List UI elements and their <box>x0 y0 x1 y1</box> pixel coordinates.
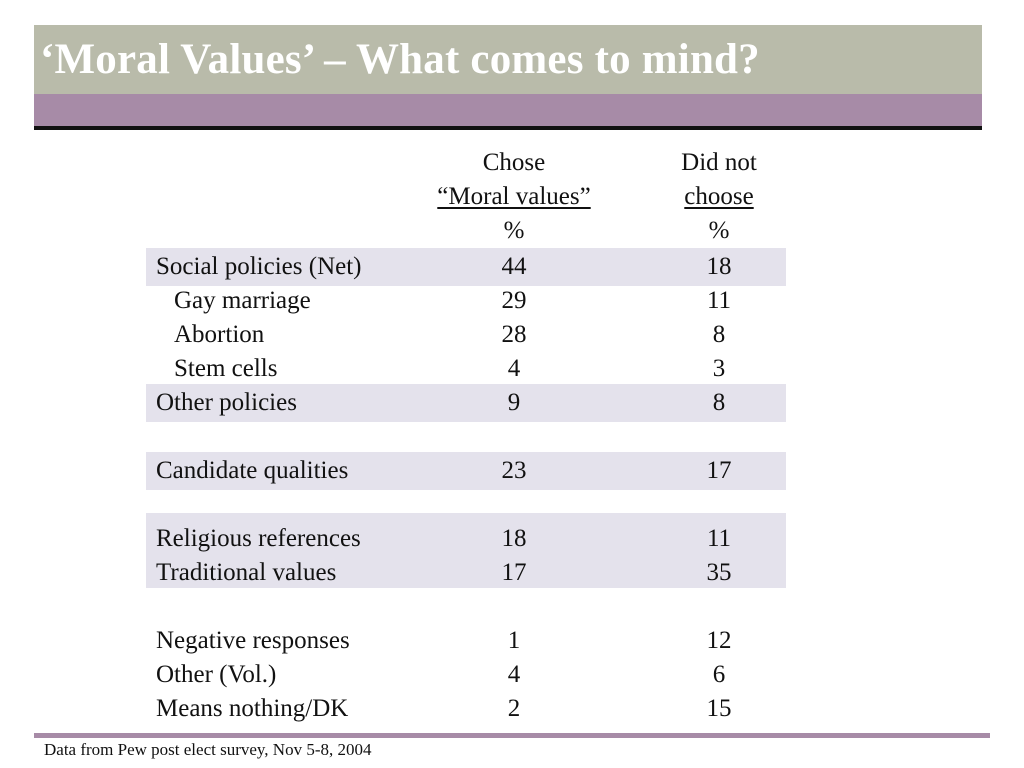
row-value-chose: 1 <box>507 627 521 654</box>
row-shade <box>146 248 786 286</box>
row-value-did-not: 15 <box>706 695 732 722</box>
accent-bar <box>34 94 982 126</box>
row-value-did-not: 8 <box>712 389 726 416</box>
row-value-chose: 4 <box>507 355 521 382</box>
table-row: Religious references 18 11 <box>146 522 786 556</box>
table-row: Abortion 28 8 <box>146 318 786 352</box>
row-shade <box>146 384 786 422</box>
row-shade <box>146 513 786 588</box>
row-label: Traditional values <box>156 559 337 586</box>
row-value-chose: 18 <box>501 525 527 552</box>
col-header-chose-unit: % <box>503 217 525 244</box>
row-value-chose: 23 <box>501 457 527 484</box>
col-header-chose-line2: “Moral values” <box>437 183 591 210</box>
table-row: Other policies 9 8 <box>146 386 786 420</box>
row-value-did-not: 12 <box>706 627 732 654</box>
row-value-did-not: 11 <box>706 525 732 552</box>
row-value-did-not: 18 <box>706 253 732 280</box>
row-label: Negative responses <box>156 627 350 654</box>
row-value-chose: 4 <box>507 661 521 688</box>
row-value-did-not: 8 <box>712 321 726 348</box>
table-row: Stem cells 4 3 <box>146 352 786 386</box>
table-row: Negative responses 1 12 <box>146 624 786 658</box>
table-row: Candidate qualities 23 17 <box>146 454 786 488</box>
row-label: Means nothing/DK <box>156 695 349 722</box>
row-value-did-not: 11 <box>706 287 732 314</box>
row-value-did-not: 3 <box>712 355 726 382</box>
row-label: Religious references <box>156 525 361 552</box>
title-bar: ‘Moral Values’ – What comes to mind? <box>34 25 982 94</box>
table-row: Gay marriage 29 11 <box>146 284 786 318</box>
row-value-chose: 2 <box>507 695 521 722</box>
row-label: Abortion <box>174 321 265 348</box>
col-header-chose: Chose “Moral values” % <box>414 146 614 248</box>
row-label: Stem cells <box>174 355 278 382</box>
table-row: Traditional values 17 35 <box>146 556 786 590</box>
row-label: Social policies (Net) <box>156 253 362 280</box>
row-value-chose: 44 <box>501 253 527 280</box>
source-footnote: Data from Pew post elect survey, Nov 5-8… <box>44 740 372 759</box>
row-value-did-not: 17 <box>706 457 732 484</box>
row-label: Candidate qualities <box>156 457 349 484</box>
table-row: Other (Vol.) 4 6 <box>146 658 786 692</box>
row-value-chose: 9 <box>507 389 521 416</box>
accent-rule <box>34 126 982 130</box>
col-header-did-not-choose: Did not choose % <box>619 146 819 248</box>
table-row: Social policies (Net) 44 18 <box>146 250 786 284</box>
row-label: Gay marriage <box>174 287 311 314</box>
row-label: Other policies <box>156 389 297 416</box>
col-header-chose-line1: Chose <box>482 149 546 176</box>
row-label: Other (Vol.) <box>156 661 277 688</box>
footer-rule <box>34 733 990 738</box>
col-header-did-not-unit: % <box>708 217 730 244</box>
col-header-did-not-line1: Did not <box>681 149 757 176</box>
row-value-chose: 17 <box>501 559 527 586</box>
row-value-chose: 29 <box>501 287 527 314</box>
slide-title: ‘Moral Values’ – What comes to mind? <box>40 36 760 83</box>
table-row: Means nothing/DK 2 15 <box>146 692 786 726</box>
row-value-did-not: 6 <box>712 661 726 688</box>
row-shade <box>146 452 786 490</box>
row-value-did-not: 35 <box>706 559 732 586</box>
col-header-did-not-line2: choose <box>684 183 754 210</box>
row-value-chose: 28 <box>501 321 527 348</box>
